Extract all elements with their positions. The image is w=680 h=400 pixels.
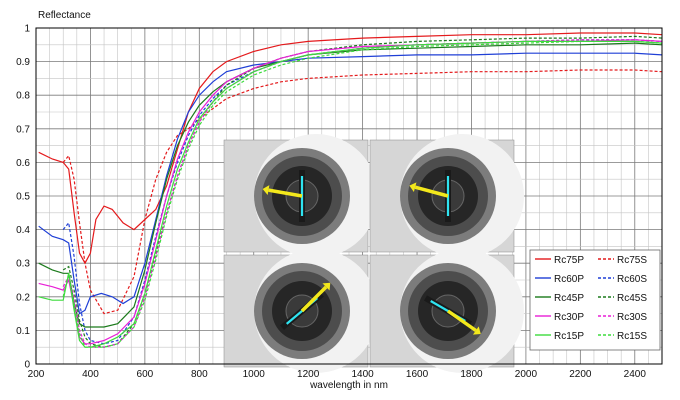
x-tick-label: 2400 [624, 369, 647, 380]
y-tick-label: 0.5 [16, 192, 30, 203]
arrow-icon [268, 188, 303, 198]
y-axis-title: Reflectance [38, 10, 91, 21]
legend: Rc75P Rc75S Rc60P Rc60S Rc45P Rc45S Rc30P Rc30S… [529, 249, 661, 351]
legend-box [529, 249, 661, 351]
legend-label: Rc75S [617, 255, 647, 266]
x-tick-label: 2000 [515, 369, 538, 380]
arrow-icon [300, 285, 328, 313]
legend-label: Rc30S [617, 312, 647, 323]
legend-label: Rc75P [554, 255, 584, 266]
series-lines [38, 32, 663, 348]
sample-holder-photo [369, 134, 524, 258]
x-tick-label: 1000 [243, 369, 266, 380]
arrow-head-icon [322, 282, 331, 291]
x-tick-label: 400 [82, 369, 99, 380]
y-tick-label: 0.8 [16, 91, 30, 102]
y-tick-label: 0.3 [16, 259, 30, 270]
y-tick-label: 0.7 [16, 124, 30, 135]
arrow-head-icon [409, 182, 417, 193]
x-tick-label: 1400 [351, 369, 374, 380]
y-tick-label: 0 [24, 360, 30, 371]
x-tick-label: 1600 [406, 369, 429, 380]
x-tick-label: 600 [137, 369, 154, 380]
series-line-rc60p [38, 52, 663, 315]
arrow-icon [414, 185, 449, 198]
legend-label: Rc45P [554, 293, 584, 304]
legend-label: Rc45S [617, 293, 647, 304]
x-tick-label: 2200 [569, 369, 592, 380]
legend-label: Rc60S [617, 274, 647, 285]
x-tick-label: 1200 [297, 369, 320, 380]
y-tick-label: 0.6 [16, 158, 30, 169]
plot-frame [35, 27, 663, 365]
sample-holder-photo [223, 249, 378, 373]
legend-label: Rc30P [554, 312, 584, 323]
arrow-head-icon [472, 326, 481, 335]
legend-label: Rc60P [554, 274, 584, 285]
x-axis-title: wavelength in nm [309, 380, 388, 391]
y-tick-label: 0.9 [16, 57, 30, 68]
arrow-icon [446, 309, 477, 332]
x-tick-labels: 200 400 600 800 1000 1200 1400 1600 1800 2000 2200… [28, 369, 647, 380]
y-tick-labels: 0 0.1 0.2 0.3 0.4 0.5 0.6 0.7 0.8 0.9 1 [16, 24, 30, 371]
series-line-rc15p [38, 40, 663, 348]
y-tick-label: 0.1 [16, 326, 30, 337]
series-line-rc75p [38, 32, 663, 265]
x-tick-label: 200 [28, 369, 45, 380]
sample-holder-photo [369, 249, 524, 373]
x-tick-label: 1800 [460, 369, 483, 380]
y-tick-label: 0.2 [16, 292, 30, 303]
y-tick-label: 0.4 [16, 225, 30, 236]
x-tick-label: 800 [191, 369, 208, 380]
arrow-head-icon [262, 185, 270, 196]
legend-label: Rc15S [617, 331, 647, 342]
y-tick-label: 1 [24, 24, 30, 35]
inset-photos [223, 134, 524, 373]
sample-holder-photo [223, 134, 378, 258]
series-line-rc75s [62, 69, 663, 315]
series-line-rc15s [62, 40, 663, 348]
legend-label: Rc15P [554, 331, 584, 342]
